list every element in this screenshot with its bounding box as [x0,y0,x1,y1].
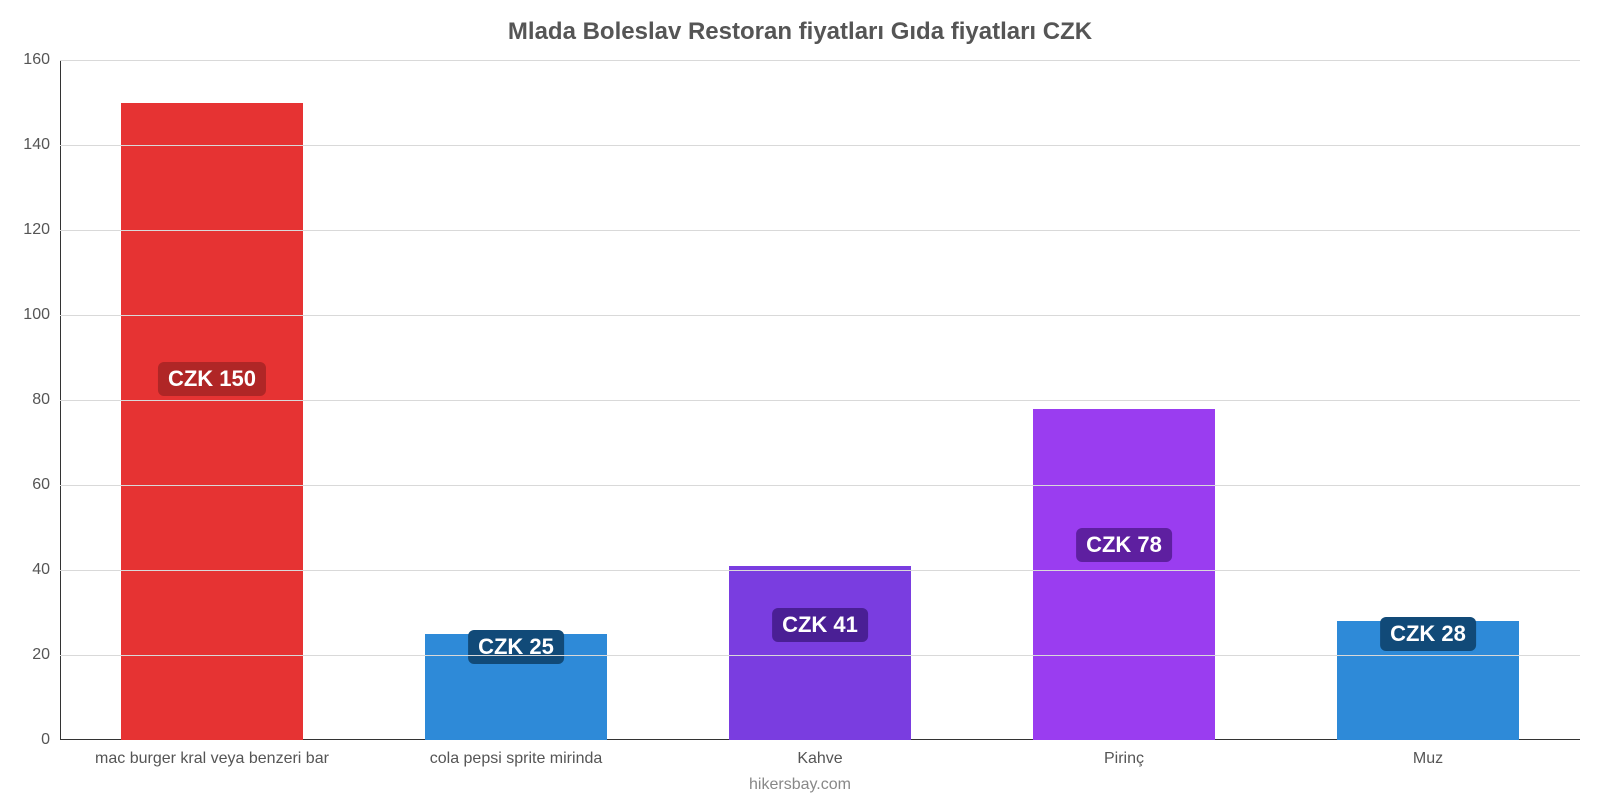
bar [121,103,303,741]
grid-line [60,655,1580,656]
value-badge: CZK 25 [468,630,564,664]
grid-line [60,485,1580,486]
y-tick-label: 40 [32,561,60,579]
grid-line [60,230,1580,231]
y-tick-label: 80 [32,391,60,409]
grid-line [60,570,1580,571]
grid-line [60,145,1580,146]
x-label: Kahve [668,740,972,768]
grid-line [60,60,1580,61]
x-label: mac burger kral veya benzeri bar [60,740,364,768]
x-label: Pirinç [972,740,1276,768]
y-tick-label: 60 [32,476,60,494]
y-tick-label: 160 [23,51,60,69]
bar [1033,409,1215,741]
y-tick-label: 100 [23,306,60,324]
value-badge: CZK 78 [1076,528,1172,562]
value-badge: CZK 41 [772,608,868,642]
y-tick-label: 0 [41,731,60,749]
value-badge: CZK 28 [1380,617,1476,651]
y-tick-label: 140 [23,136,60,154]
bar [729,566,911,740]
credit-text: hikersbay.com [0,776,1600,794]
chart-title: Mlada Boleslav Restoran fiyatları Gıda f… [0,18,1600,46]
grid-line [60,400,1580,401]
value-badge: CZK 150 [158,362,266,396]
x-label: Muz [1276,740,1580,768]
chart-container: Mlada Boleslav Restoran fiyatları Gıda f… [0,0,1600,800]
x-label: cola pepsi sprite mirinda [364,740,668,768]
y-tick-label: 20 [32,646,60,664]
plot-area: CZK 150mac burger kral veya benzeri barC… [60,60,1580,740]
y-tick-label: 120 [23,221,60,239]
grid-line [60,315,1580,316]
